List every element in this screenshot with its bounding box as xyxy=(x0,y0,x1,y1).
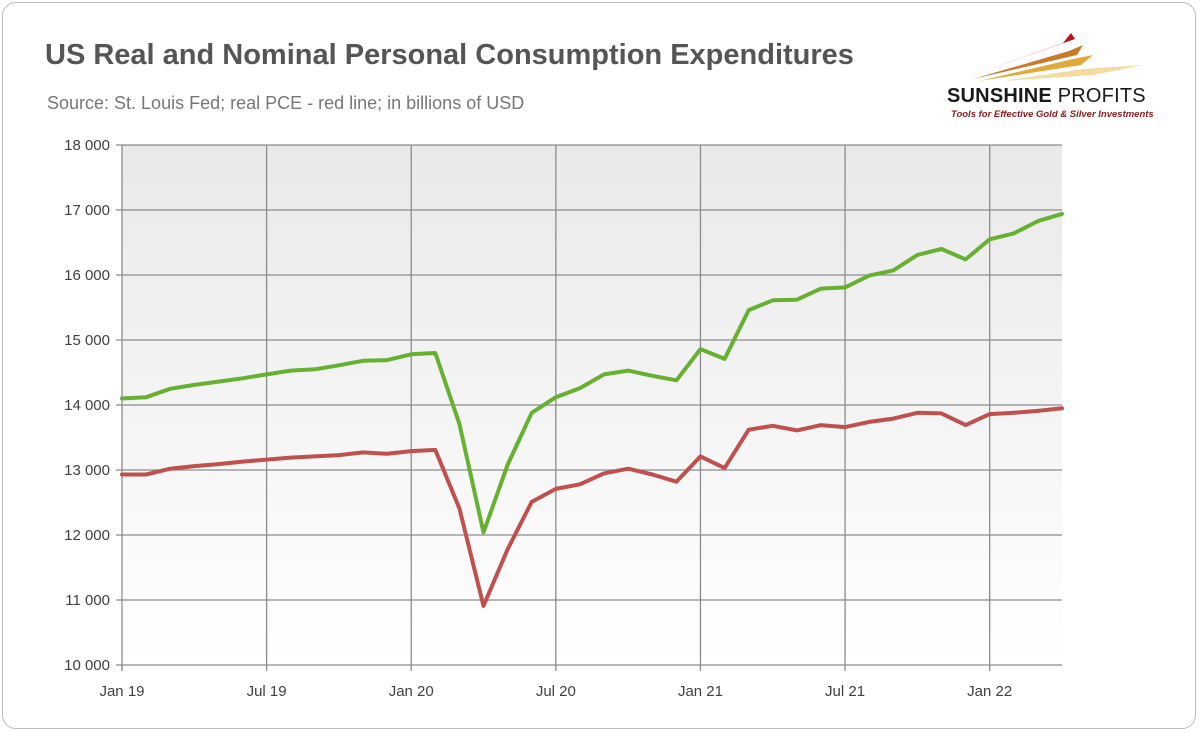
x-tick-label: Jan 19 xyxy=(99,683,144,700)
y-tick-label: 13 000 xyxy=(64,462,110,479)
x-tick-label: Jul 21 xyxy=(825,683,865,700)
x-tick-label: Jan 22 xyxy=(967,683,1012,700)
y-tick-label: 16 000 xyxy=(64,267,110,284)
series-lines xyxy=(120,211,1064,608)
logo-name-thin: PROFITS xyxy=(1051,85,1146,107)
y-tick-label: 14 000 xyxy=(64,397,110,414)
x-axis-ticks: Jan 19 Jul 19 Jan 20 Jul 20 Jan 21 Jul 21 Jan … xyxy=(99,683,1012,700)
series-line-nominal-pce xyxy=(120,211,1064,535)
y-tick-label: 10 000 xyxy=(64,657,110,674)
y-tick-label: 15 000 xyxy=(64,332,110,349)
x-tick-label: Jul 20 xyxy=(536,683,576,700)
y-tick-label: 18 000 xyxy=(64,137,110,154)
y-axis-ticks: 10 000 11 000 12 000 13 000 14 000 15 000 16 0… xyxy=(64,137,110,674)
chart-subtitle: Source: St. Louis Fed; real PCE - red li… xyxy=(47,93,525,113)
chart-title: US Real and Nominal Personal Consumption… xyxy=(45,39,854,71)
logo-tagline: Tools for Effective Gold & Silver Invest… xyxy=(951,109,1154,120)
x-tick-label: Jan 21 xyxy=(678,683,723,700)
logo-name-bold: SUNSHINE xyxy=(947,85,1052,107)
grid-lines xyxy=(116,144,1062,671)
sunshine-profits-logo: SUNSHINE PROFITS Tools for Effective Gol… xyxy=(943,25,1183,125)
series-line-real-pce xyxy=(120,406,1064,608)
logo-name: SUNSHINE PROFITS xyxy=(947,85,1146,108)
x-tick-label: Jan 20 xyxy=(389,683,434,700)
y-tick-label: 12 000 xyxy=(64,527,110,544)
y-tick-label: 17 000 xyxy=(64,202,110,219)
logo-swoosh-icon xyxy=(967,33,1143,81)
y-tick-label: 11 000 xyxy=(65,592,110,609)
x-tick-label: Jul 19 xyxy=(247,683,287,700)
